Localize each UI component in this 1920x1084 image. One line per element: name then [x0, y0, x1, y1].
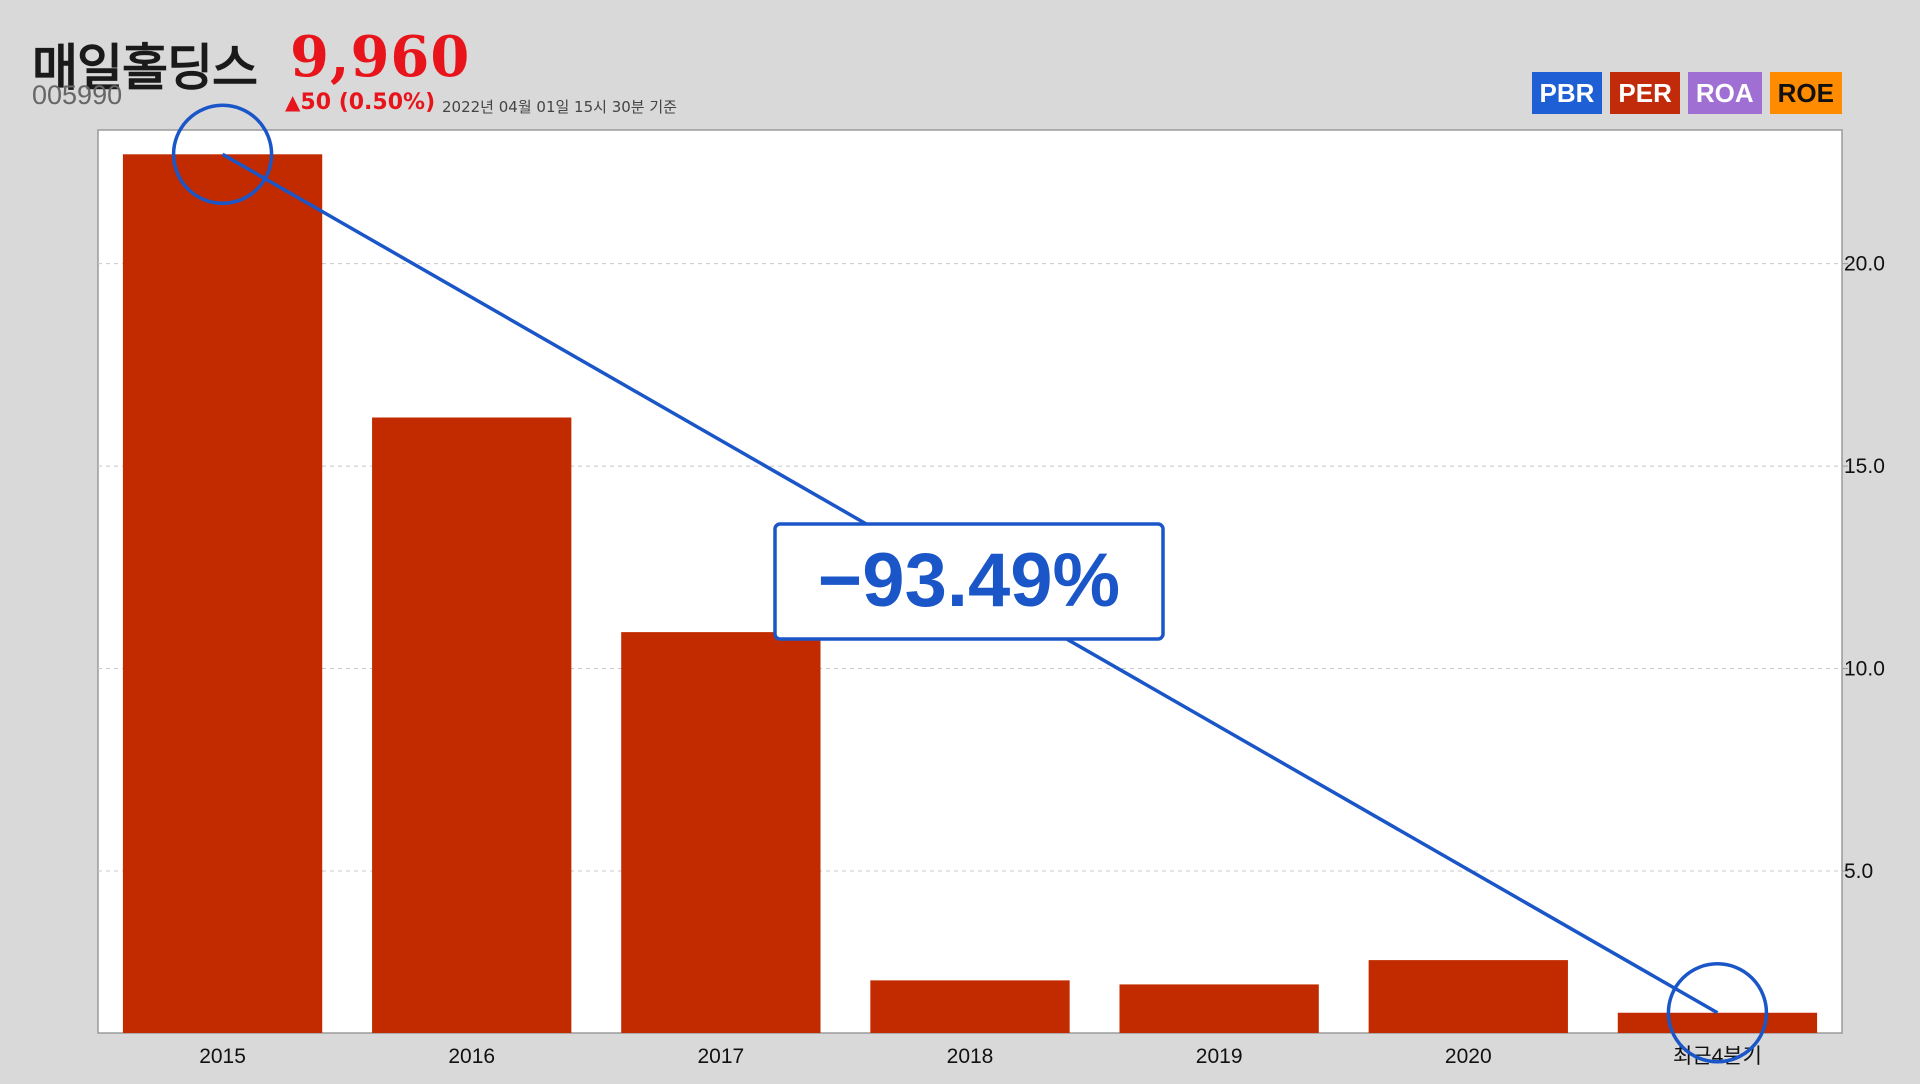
bar [122, 154, 323, 1033]
x-tick-label: 2015 [199, 1045, 246, 1068]
x-tick-label: 2017 [697, 1045, 744, 1068]
end-marker-circle [1666, 962, 1769, 1064]
change-value: 50 [300, 90, 332, 115]
bar [1368, 960, 1568, 1033]
x-tick-label: 2016 [448, 1045, 495, 1068]
stock-price: 9,960 [290, 24, 471, 90]
y-tick-label: 10.0 [1844, 658, 1885, 681]
x-tick-label: 최근4분기 [1673, 1045, 1762, 1068]
x-tick-label: 2020 [1445, 1045, 1492, 1068]
metric-selector: PBR PER ROA ROE [1531, 72, 1842, 114]
y-tick-label: 20.0 [1844, 253, 1885, 276]
tab-roe[interactable]: ROE [1769, 72, 1842, 114]
bar [372, 417, 572, 1034]
tab-pbr[interactable]: PBR [1531, 72, 1603, 114]
y-tick-label: 5.0 [1844, 860, 1873, 883]
y-tick-label: 15.0 [1844, 455, 1885, 478]
start-marker-circle [171, 103, 274, 206]
x-tick-label: 2019 [1196, 1045, 1243, 1068]
tab-per[interactable]: PER [1610, 72, 1680, 114]
change-percent: (0.50%) [338, 90, 436, 115]
company-name: 매일홀딩스 [32, 39, 258, 97]
stock-header: 매일홀딩스 9,960 005990 ▲50 (0.50%) 2022년 04월… [30, 22, 1890, 122]
change-label-box [773, 522, 1165, 641]
bar [621, 632, 821, 1033]
bar [870, 980, 1070, 1033]
bar [1119, 984, 1319, 1033]
x-tick-label: 2018 [947, 1045, 994, 1068]
tab-roa[interactable]: ROA [1687, 72, 1762, 114]
as-of-timestamp: 2022년 04월 01일 15시 30분 기준 [442, 98, 677, 116]
bar [1617, 1012, 1818, 1033]
stock-code: 005990 [32, 80, 123, 110]
change-label: −93.49% [818, 538, 1120, 623]
price-change: ▲50 (0.50%) [285, 90, 435, 115]
up-arrow-icon: ▲ [285, 90, 301, 114]
